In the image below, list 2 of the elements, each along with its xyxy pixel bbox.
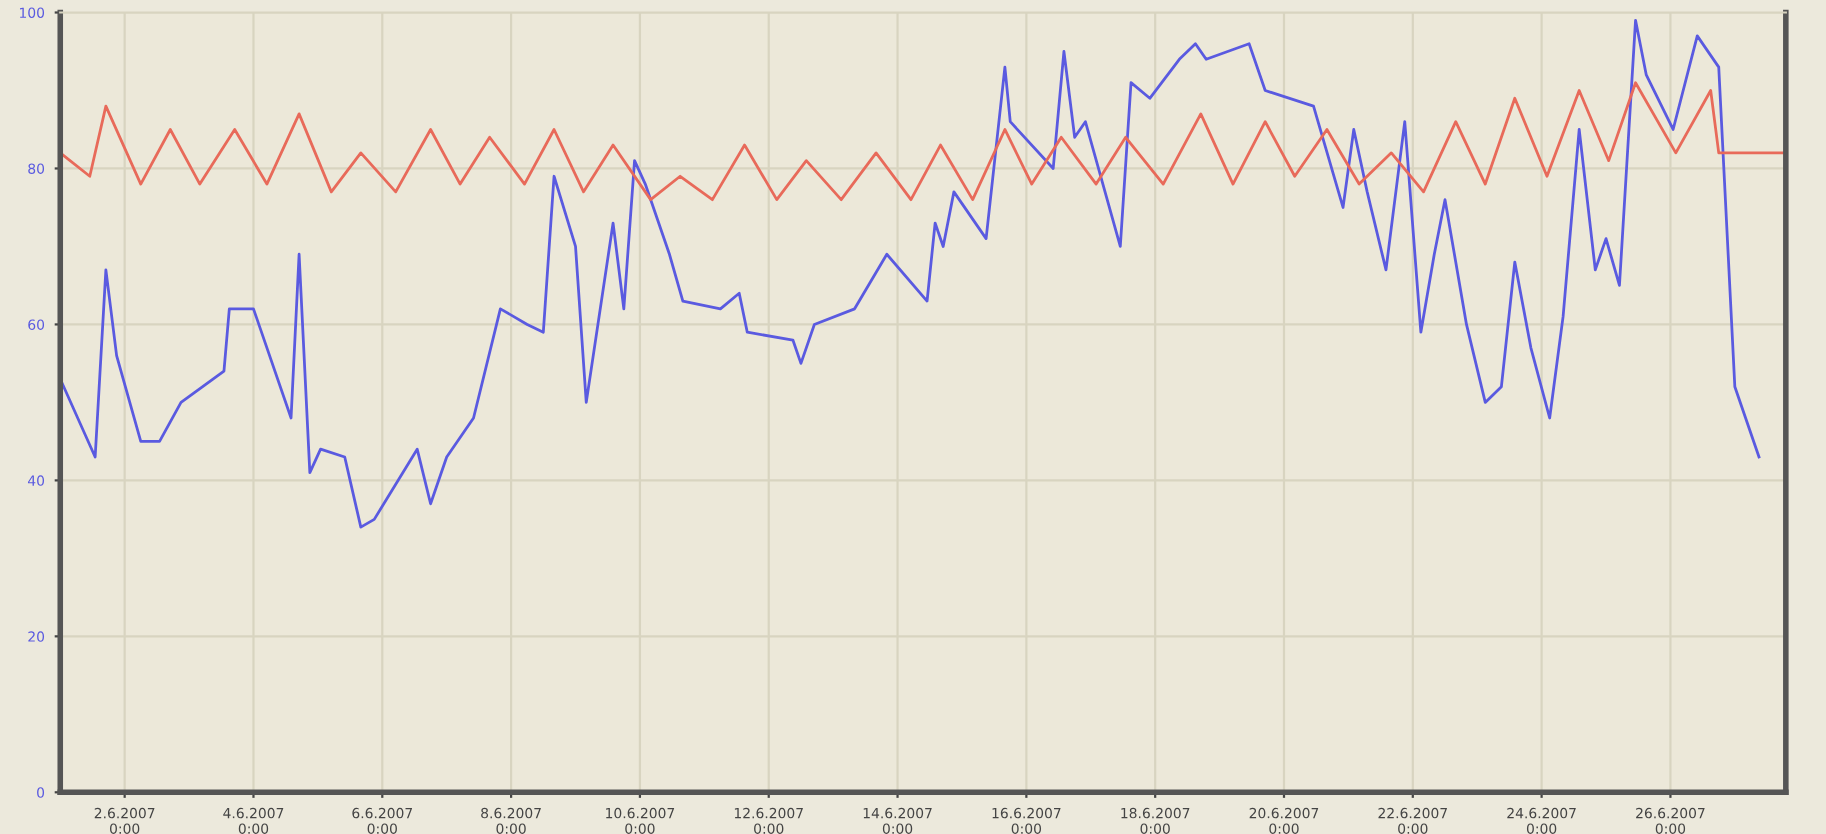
line-series [60, 18, 1761, 529]
line-series [60, 81, 1786, 202]
